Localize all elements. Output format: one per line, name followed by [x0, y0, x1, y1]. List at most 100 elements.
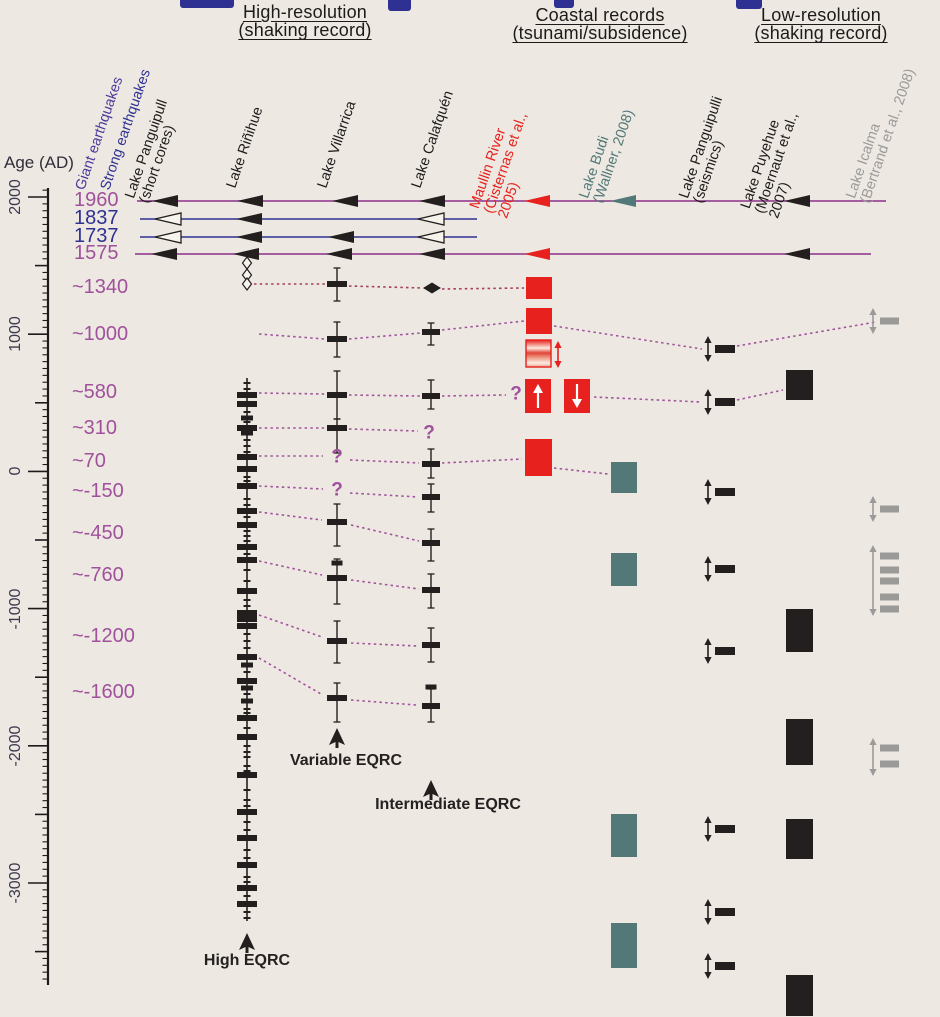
double-arrow-head-down — [869, 769, 877, 776]
rinihue-minor-tick — [243, 770, 251, 772]
event-year-label: 1737 — [74, 224, 119, 247]
panguipulli-seismic-bar — [715, 647, 735, 655]
rinihue-minor-tick — [243, 540, 251, 542]
row-age-label: ~-760 — [72, 563, 124, 586]
puyehue-event-square — [786, 370, 813, 400]
double-arrow-head-up — [869, 496, 877, 503]
correlation-connector — [349, 492, 419, 498]
panguipulli-seismic-bar — [715, 398, 735, 406]
high-eqrc-label: High EQRC — [203, 952, 291, 969]
y-axis-tick-label: -2000 — [6, 725, 24, 767]
correlation-connector — [348, 394, 421, 397]
panguipulli-seismic-bar — [715, 345, 735, 353]
rinihue-event-tick — [237, 466, 257, 472]
calafquen-event-bar — [422, 393, 440, 399]
correlation-connector — [350, 699, 417, 706]
cutoff-title-fragment — [388, 0, 411, 11]
rinihue-minor-tick — [243, 382, 251, 384]
correlation-connector — [553, 325, 703, 350]
filled-event-triangle — [233, 248, 259, 260]
filled-event-triangle — [326, 248, 352, 260]
correlation-connector — [348, 428, 419, 432]
puyehue-event-square — [786, 609, 813, 652]
filled-event-triangle — [784, 248, 810, 260]
row-age-label: ~580 — [72, 380, 118, 403]
rinihue-minor-tick — [243, 421, 251, 423]
open-event-triangle — [154, 212, 182, 226]
double-arrow-head-up — [869, 738, 877, 745]
filled-event-triangle — [151, 248, 177, 260]
double-arrow-head-down — [704, 918, 712, 925]
puyehue-event-square — [786, 819, 813, 859]
icalma-event-bar — [880, 760, 899, 768]
icalma-event-bar — [880, 577, 899, 585]
correlation-connector — [441, 320, 525, 331]
filled-event-triangle — [610, 195, 636, 207]
row-age-label: ~1340 — [72, 275, 129, 298]
row-age-label: ~-150 — [72, 479, 124, 502]
rinihue-event-tick — [237, 623, 257, 629]
y-axis-tick-label: 2000 — [6, 179, 24, 215]
filled-event-triangle — [419, 195, 445, 207]
filled-event-triangle — [236, 213, 262, 225]
correlation-connector — [258, 333, 326, 340]
rinihue-minor-tick — [243, 605, 251, 607]
rinihue-event-tick — [237, 772, 257, 778]
rinihue-minor-tick — [243, 640, 251, 642]
correlation-connector — [348, 285, 424, 289]
double-arrow-head-up — [554, 341, 562, 348]
group-header-line: Coastal records — [535, 5, 665, 25]
group-header-line: Low-resolution — [761, 5, 881, 25]
villarrica-narrow-tick — [331, 560, 343, 566]
correlation-connector — [258, 392, 326, 395]
maullin-event-square — [525, 439, 552, 476]
rinihue-minor-tick — [243, 727, 251, 729]
rinihue-event-tick — [237, 508, 257, 514]
event-year-label: 1960 — [74, 188, 119, 211]
villarrica-event-bar — [327, 425, 347, 431]
correlation-connector — [350, 642, 419, 647]
uplift-up-arrow-icon — [533, 384, 543, 393]
rinihue-minor-tick — [243, 911, 251, 913]
uncertain-event-question-mark: ? — [510, 383, 522, 405]
villarrica-event-bar — [327, 695, 347, 701]
row-age-label: ~70 — [72, 449, 106, 472]
correlation-connector — [350, 524, 420, 542]
row-age-label: ~1000 — [72, 322, 129, 345]
icalma-event-bar — [880, 605, 899, 613]
row-age-label: ~-1200 — [72, 624, 135, 647]
calafquen-event-bar — [422, 703, 440, 709]
rinihue-event-tick — [237, 734, 257, 740]
villarrica-event-bar — [327, 392, 347, 398]
variable-eqrc-label: Variable EQRC — [289, 752, 403, 769]
correlation-connector — [348, 332, 422, 340]
filled-event-triangle — [419, 248, 445, 260]
rinihue-event-tick — [237, 885, 257, 891]
villarrica-event-bar — [327, 519, 347, 525]
rinihue-minor-tick — [243, 821, 251, 823]
panguipulli-seismic-bar — [715, 488, 735, 496]
rinihue-minor-tick — [243, 876, 251, 878]
correlation-connector — [441, 394, 507, 397]
villarrica-event-bar — [327, 638, 347, 644]
uncertain-event-question-mark: ? — [423, 422, 435, 444]
rinihue-minor-tick — [243, 671, 251, 673]
budi-event-square — [611, 462, 637, 493]
panguipulli-seismic-bar — [715, 962, 735, 970]
maullin-event-square — [526, 308, 552, 334]
maullin-gradient-square — [525, 339, 552, 368]
rinihue-minor-tick — [243, 439, 251, 441]
calafquen-event-bar — [422, 494, 440, 500]
calafquen-narrow-tick — [425, 684, 437, 690]
group-header-line: (shaking record) — [238, 20, 372, 41]
double-arrow-head-down — [704, 355, 712, 362]
eqrc-up-arrow — [423, 780, 439, 800]
rinihue-minor-tick — [243, 580, 251, 582]
open-event-triangle — [417, 230, 445, 244]
rinihue-minor-tick — [243, 693, 251, 695]
rinihue-narrow-tick — [241, 698, 253, 704]
rinihue-minor-tick — [243, 476, 251, 478]
puyehue-event-square — [786, 975, 813, 1016]
